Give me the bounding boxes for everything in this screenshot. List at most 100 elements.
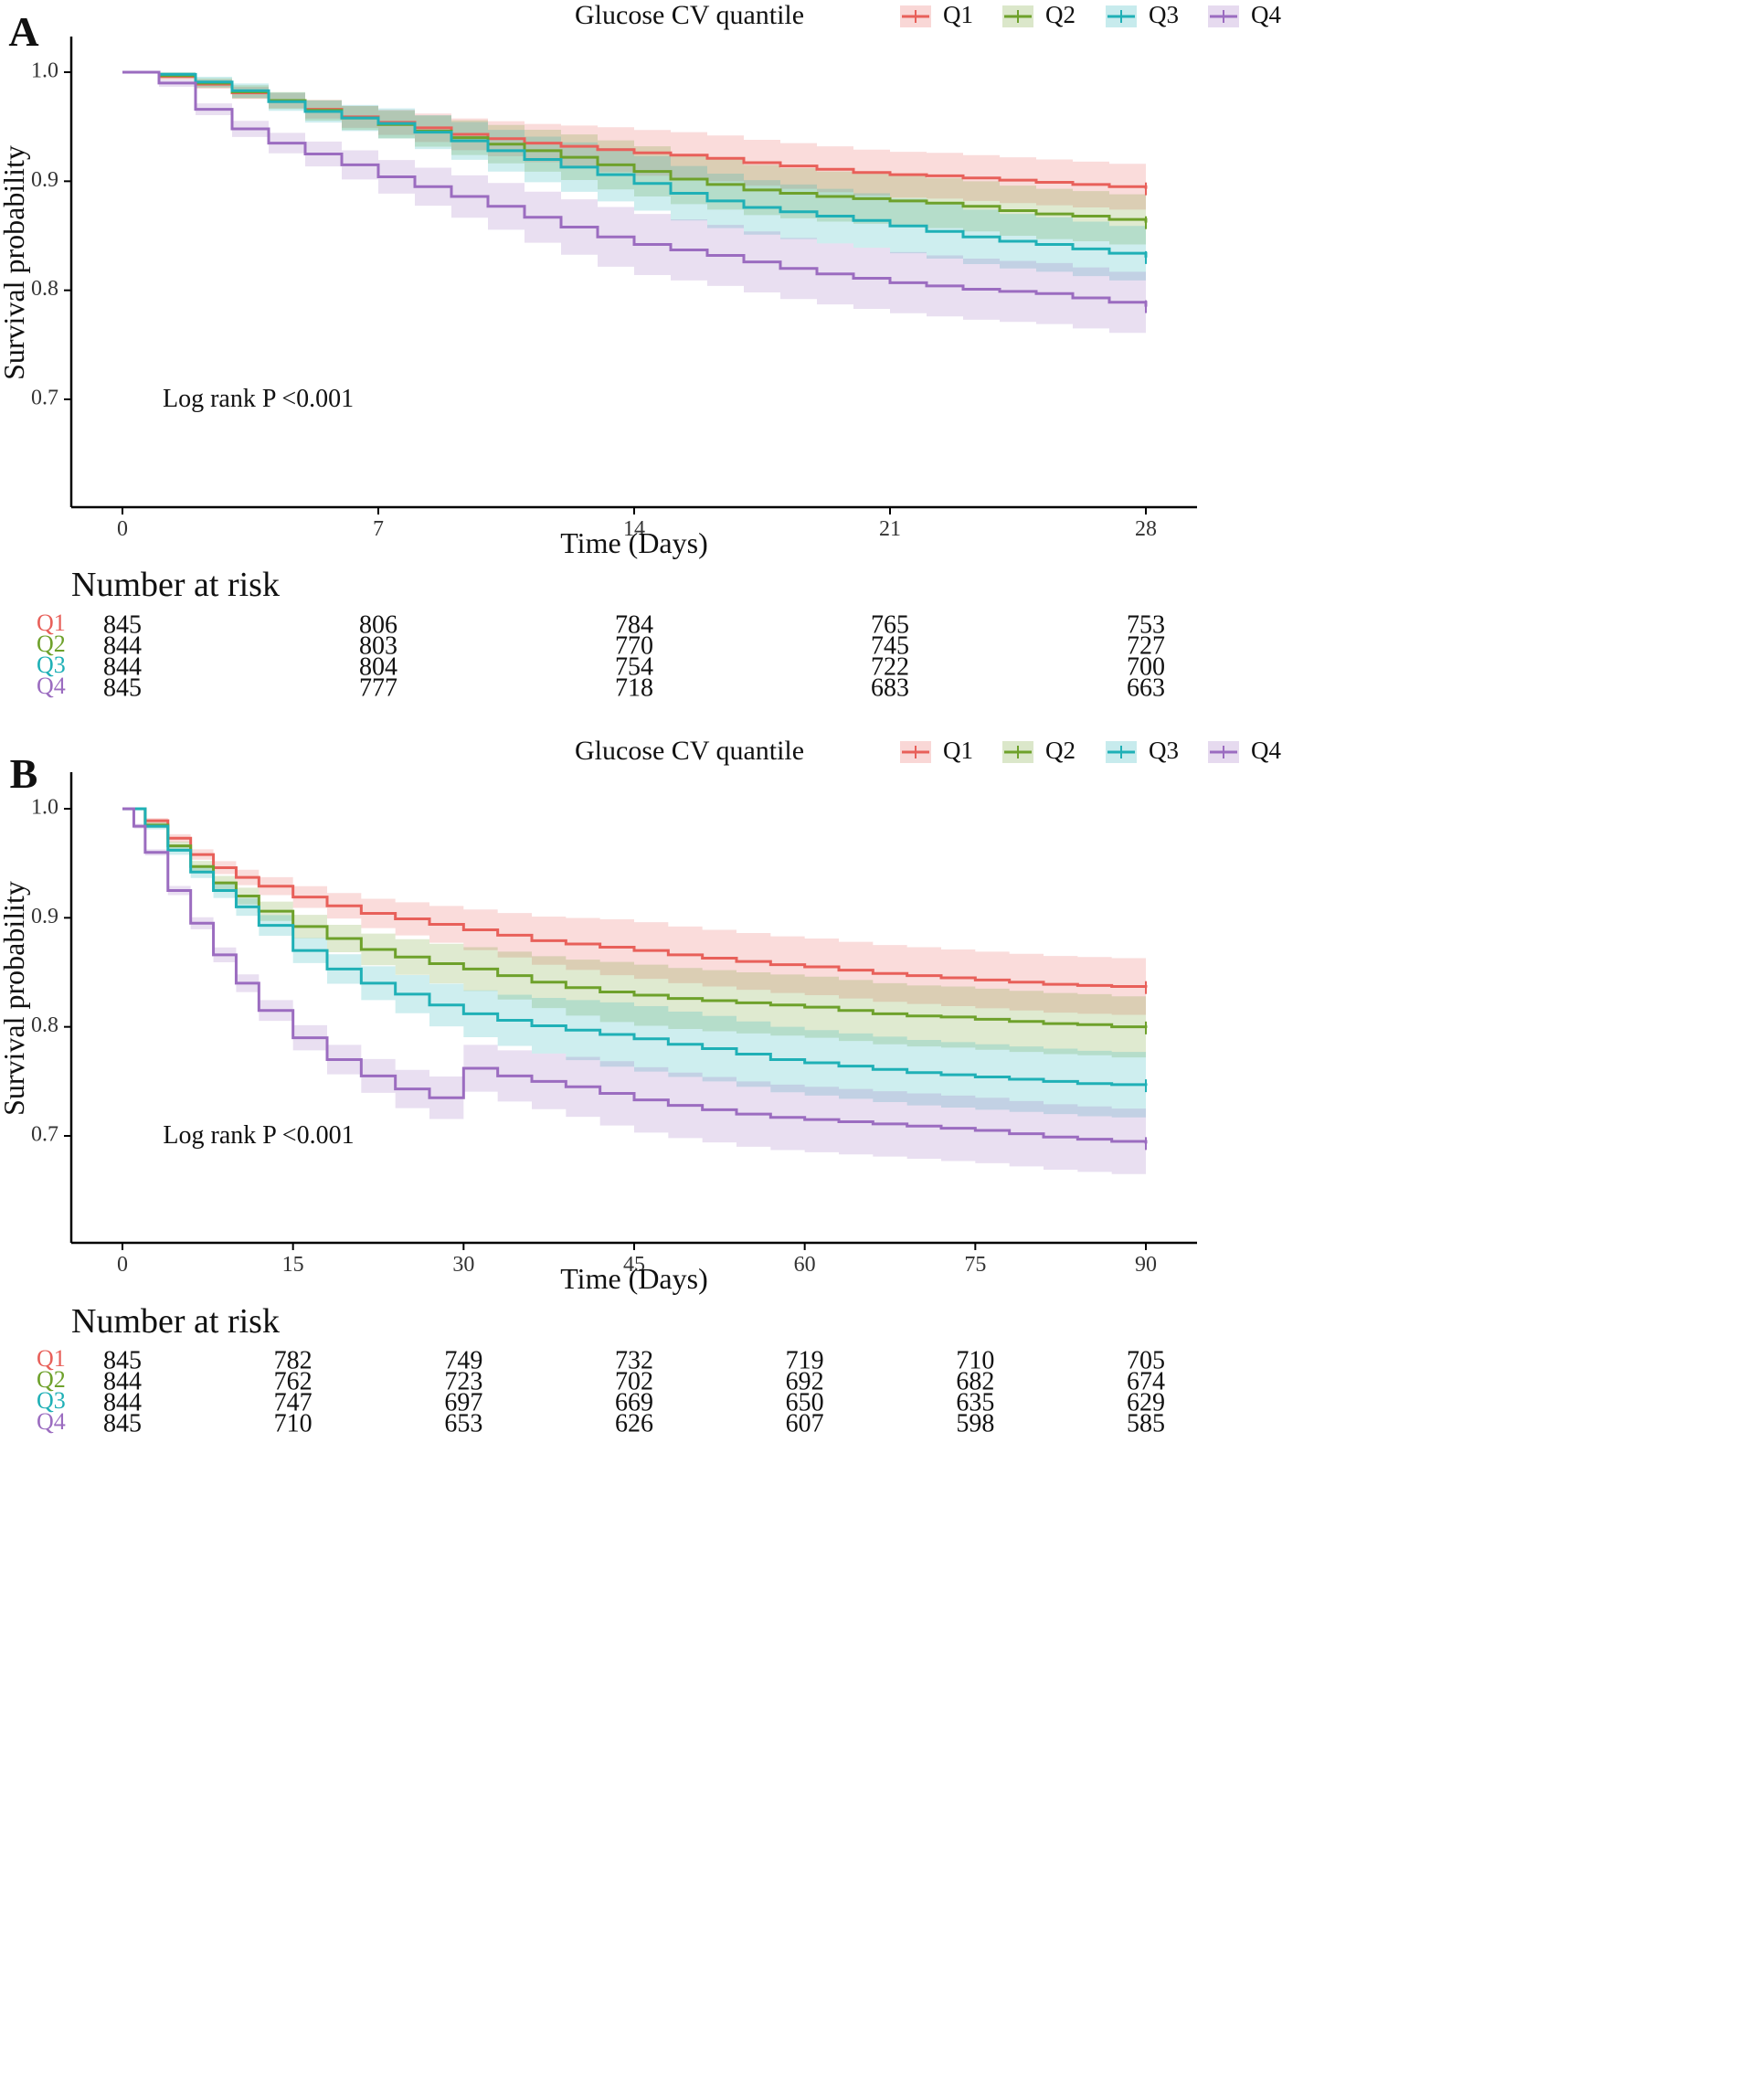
- risk-cell: 626: [615, 1409, 653, 1437]
- legend-label: Q1: [943, 1, 973, 28]
- legend-label: Q4: [1251, 1, 1281, 28]
- y-tick-label: 0.8: [31, 1013, 58, 1037]
- risk-cell: 727: [1127, 631, 1165, 660]
- panel-a: A Glucose CV quantile Q1 Q2 Q3 Q40.70.80.91.0…: [0, 0, 1281, 702]
- survival-curve-q2: [122, 807, 1148, 1029]
- ci-bands: [122, 72, 1146, 337]
- legend-label: Q2: [1045, 737, 1076, 764]
- legend-item-q4: Q4: [1208, 1, 1281, 28]
- risk-cell: 844: [103, 631, 142, 660]
- legend-label: Q2: [1045, 1, 1076, 28]
- y-tick-label: 0.7: [31, 1123, 58, 1147]
- risk-cell: 718: [615, 673, 653, 702]
- risk-cell: 669: [615, 1388, 653, 1416]
- legend-item-q3: Q3: [1106, 737, 1179, 764]
- y-tick-label: 1.0: [31, 796, 58, 820]
- legend-item-q1: Q1: [900, 737, 973, 764]
- risk-row-label: Q4: [37, 673, 66, 699]
- risk-cell: 845: [103, 1409, 142, 1437]
- log-rank-annotation: Log rank P <0.001: [163, 1121, 354, 1150]
- risk-cell: 607: [786, 1409, 824, 1437]
- x-axis-label: Time (Days): [560, 1262, 707, 1295]
- risk-table-row: Q2 844 803 770 745 727: [37, 631, 1165, 660]
- risk-cell: 710: [274, 1409, 313, 1437]
- x-tick-label: 14: [623, 517, 645, 541]
- y-tick-label: 0.9: [31, 168, 58, 192]
- risk-cell: 683: [871, 673, 909, 702]
- legend-label: Q3: [1149, 737, 1179, 764]
- risk-table-row: Q1 845 806 784 765 753: [37, 610, 1165, 639]
- risk-row-label: Q3: [37, 1387, 66, 1414]
- survival-curve-q1: [122, 807, 1148, 989]
- legend: Glucose CV quantile Q1 Q2 Q3 Q4: [575, 736, 1281, 766]
- risk-cell: 705: [1127, 1346, 1165, 1374]
- legend-label: Q4: [1251, 737, 1281, 764]
- x-tick-label: 21: [879, 517, 901, 541]
- risk-cell: 650: [786, 1388, 824, 1416]
- legend-title: Glucose CV quantile: [575, 0, 804, 30]
- y-tick-label: 0.8: [31, 277, 58, 301]
- panel-label: A: [8, 8, 38, 55]
- x-tick-label: 7: [373, 517, 384, 541]
- risk-cell: 674: [1127, 1367, 1165, 1395]
- risk-cell: 745: [871, 631, 909, 660]
- survival-curves: [122, 70, 1148, 313]
- risk-row-label: Q1: [37, 610, 66, 636]
- ci-band-q2: [122, 809, 1146, 1059]
- log-rank-annotation: Log rank P <0.001: [163, 385, 354, 413]
- panel-label: B: [10, 750, 38, 797]
- risk-cell: 697: [444, 1388, 482, 1416]
- x-tick-label: 28: [1135, 517, 1157, 541]
- panel-b: B Glucose CV quantile Q1 Q2 Q3 Q40.70.80.91.0…: [0, 736, 1281, 1438]
- x-tick-label: 75: [964, 1253, 986, 1277]
- y-tick-label: 1.0: [31, 59, 58, 83]
- risk-cell: 585: [1127, 1409, 1165, 1437]
- legend-item-q3: Q3: [1106, 1, 1179, 28]
- risk-cell: 845: [103, 610, 142, 639]
- ci-bands: [122, 809, 1146, 1177]
- risk-cell: 777: [359, 673, 397, 702]
- risk-cell: 762: [274, 1367, 313, 1395]
- y-tick-label: 0.9: [31, 905, 58, 928]
- legend-item-q4: Q4: [1208, 737, 1281, 764]
- risk-cell: 844: [103, 1388, 142, 1416]
- risk-cell: 845: [103, 673, 142, 702]
- risk-cell: 723: [444, 1367, 482, 1395]
- survival-curve-q4: [122, 807, 1148, 1144]
- x-tick-label: 90: [1135, 1253, 1157, 1277]
- risk-cell: 629: [1127, 1388, 1165, 1416]
- risk-row-label: Q1: [37, 1345, 66, 1372]
- risk-cell: 598: [956, 1409, 994, 1437]
- risk-cell: 710: [956, 1346, 994, 1374]
- legend-item-q2: Q2: [1002, 1, 1076, 28]
- risk-cell: 749: [444, 1346, 482, 1374]
- x-tick-label: 45: [623, 1253, 645, 1277]
- risk-table-row: Q4 845 777 718 683 663: [37, 673, 1165, 702]
- risk-cell: 784: [615, 610, 653, 639]
- legend-label: Q3: [1149, 1, 1179, 28]
- risk-cell: 692: [786, 1367, 824, 1395]
- risk-cell: 702: [615, 1367, 653, 1395]
- ci-band-q4: [122, 72, 1146, 337]
- ci-band-q4: [122, 809, 1146, 1177]
- survival-curves: [122, 807, 1148, 1151]
- x-tick-label: 0: [117, 1253, 128, 1277]
- x-tick-label: 15: [282, 1253, 304, 1277]
- risk-row-label: Q4: [37, 1408, 66, 1435]
- risk-table-title: Number at risk: [71, 1302, 280, 1341]
- legend: Glucose CV quantile Q1 Q2 Q3 Q4: [575, 0, 1281, 30]
- risk-row-label: Q2: [37, 1366, 66, 1393]
- x-tick-label: 30: [452, 1253, 474, 1277]
- risk-table-row: Q1 845 782 749 732 719 710 705: [37, 1345, 1165, 1374]
- risk-cell: 782: [274, 1346, 313, 1374]
- risk-table-row: Q3 844 804 754 722 700: [37, 652, 1165, 681]
- survival-curve-q4: [122, 70, 1148, 307]
- risk-cell: 682: [956, 1367, 994, 1395]
- risk-cell: 722: [871, 652, 909, 681]
- x-axis-label: Time (Days): [560, 526, 707, 559]
- risk-cell: 753: [1127, 610, 1165, 639]
- risk-table-row: Q2 844 762 723 702 692 682 674: [37, 1366, 1165, 1395]
- risk-cell: 844: [103, 652, 142, 681]
